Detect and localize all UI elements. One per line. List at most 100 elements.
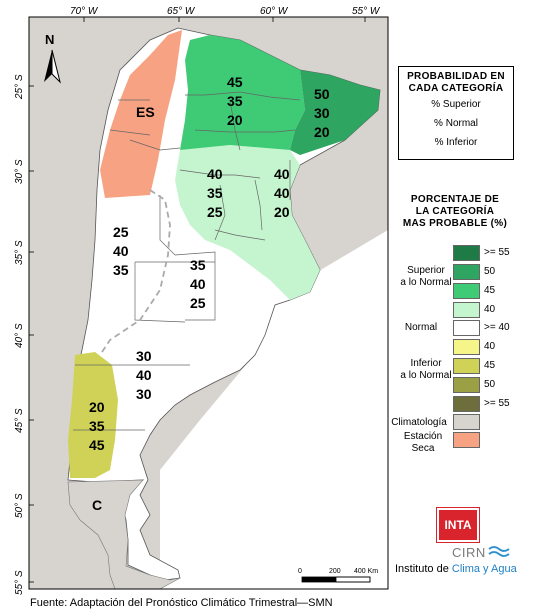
region-inferior-value: 20 <box>274 204 290 220</box>
region-superior-value: 45 <box>227 74 243 90</box>
legend-inferior-line2: a lo Normal <box>400 370 452 381</box>
province-boundaries <box>73 91 301 431</box>
map-frame <box>28 16 389 590</box>
wave-icon <box>488 546 510 557</box>
region-patagonia-oeste: 20 35 45 <box>89 399 105 453</box>
legend-swatch-label: >= 40 <box>484 322 510 333</box>
region-normal-value: 40 <box>274 185 290 201</box>
legend-swatch <box>453 283 480 299</box>
scale-label-0: 0 <box>298 568 302 575</box>
info-box-title-line1: PROBABILIDAD EN <box>407 71 505 82</box>
lat-tick-label: 55° S <box>14 570 25 595</box>
institute-highlight: Clima y Agua <box>451 563 517 575</box>
region-inferior-value: 35 <box>113 262 129 278</box>
info-row-superior: % Superior <box>431 99 481 110</box>
legend-swatch <box>453 264 480 280</box>
region-superior-value: 30 <box>136 348 152 364</box>
scale-bar <box>301 576 371 583</box>
legend-title-line2: LA CATEGORÍA <box>415 206 495 217</box>
lat-tick-label: 45° S <box>14 408 25 433</box>
region-inferior-value: 20 <box>314 124 330 140</box>
legend-swatch-label: >= 55 <box>484 398 510 409</box>
region-normal-value: 35 <box>89 418 105 434</box>
lon-tick-label: 60° W <box>260 6 289 17</box>
institute-name: Instituto de Clima y Agua <box>395 563 517 575</box>
legend-swatch-dry <box>453 432 480 448</box>
inta-logo: INTA <box>436 507 480 543</box>
region-normal-value: 40 <box>190 276 206 292</box>
lat-tick-label: 25° S <box>14 74 25 100</box>
region-dark-green <box>290 70 380 155</box>
legend-superior-label: Superior a lo Normal <box>396 265 456 289</box>
region-inferior-value: 25 <box>190 295 206 311</box>
dry-season-label: ES <box>136 104 155 120</box>
legend-dry-line1: Estación <box>403 431 443 442</box>
legend-title-line1: PORCENTAJE DE <box>410 194 500 205</box>
lat-tick-label: 40° S <box>14 323 25 348</box>
legend-swatch-label: >= 55 <box>484 247 510 258</box>
legend-swatch <box>453 339 480 355</box>
legend-climatology-label: Climatología <box>391 417 447 428</box>
region-normal-value: 40 <box>113 243 129 259</box>
region-inferior-value: 20 <box>227 112 243 128</box>
region-misiones: 50 30 20 <box>314 86 330 140</box>
lat-tick-label: 30° S <box>14 159 25 184</box>
region-superior-value: 25 <box>113 224 129 240</box>
region-dry-season <box>100 30 182 198</box>
legend-swatch-label: 50 <box>484 266 496 277</box>
legend-swatch <box>453 358 480 374</box>
region-superior-value: 50 <box>314 86 330 102</box>
legend-title-line3: MAS PROBABLE (%) <box>402 218 508 229</box>
region-superior-value: 40 <box>207 166 223 182</box>
lon-tick-label: 65° W <box>167 6 196 17</box>
region-inferior-olive <box>68 352 118 478</box>
source-caption: Fuente: Adaptación del Pronóstico Climát… <box>30 597 333 609</box>
region-patagonia-norte: 30 40 30 <box>136 348 152 402</box>
institute-prefix: Instituto de <box>395 563 452 575</box>
legend-swatch <box>453 245 480 261</box>
climatology-label: C <box>92 497 102 513</box>
north-arrow-icon <box>44 49 61 84</box>
region-nea-north: 45 35 20 <box>227 74 243 128</box>
info-row-inferior: % Inferior <box>434 137 478 148</box>
legend-superior-line1: Superior <box>407 265 445 276</box>
region-superior-value: 40 <box>274 166 290 182</box>
region-normal-value: 40 <box>136 367 152 383</box>
lon-tick-label: 55° W <box>352 6 381 17</box>
legend-dry-line2: Seca <box>411 443 435 454</box>
scale-label-400: 400 Km <box>354 568 378 575</box>
cirn-logo-text: CIRN <box>452 545 486 560</box>
legend-swatch-label: 40 <box>484 304 496 315</box>
legend-normal-label: Normal <box>404 322 438 333</box>
legend-swatch <box>453 302 480 318</box>
region-litoral: 40 40 20 <box>274 166 290 220</box>
legend-swatch <box>453 396 480 412</box>
region-normal-value: 35 <box>227 93 243 109</box>
scale-label-200: 200 <box>329 568 341 575</box>
region-light-green <box>175 145 320 300</box>
lat-tick-label: 50° S <box>14 493 25 518</box>
region-normal-value: 35 <box>207 185 223 201</box>
lon-tick-label: 70° W <box>70 6 99 17</box>
legend-swatch-climatology <box>453 414 480 430</box>
legend-inferior-line1: Inferior <box>410 358 442 369</box>
legend-dry-label: Estación Seca <box>396 431 450 455</box>
legend-swatch-label: 45 <box>484 360 496 371</box>
legend-swatch-label: 45 <box>484 285 496 296</box>
region-superior-value: 20 <box>89 399 105 415</box>
lat-tick-label: 35° S <box>14 240 25 265</box>
region-normal-value: 30 <box>314 105 330 121</box>
graticule-ticks <box>29 17 366 583</box>
north-label: N <box>45 32 54 47</box>
legend-superior-line2: a lo Normal <box>400 277 452 288</box>
dashed-boundary-line <box>99 189 171 356</box>
legend-swatch <box>453 377 480 393</box>
legend-swatch-label: 40 <box>484 341 496 352</box>
info-box-title-line2: CADA CATEGORÍA <box>408 83 504 94</box>
legend-swatch <box>453 320 480 336</box>
legend-inferior-label: Inferior a lo Normal <box>396 358 456 382</box>
region-climatology <box>67 479 181 590</box>
ocean <box>160 230 388 589</box>
category-info-box: PROBABILIDAD EN CADA CATEGORÍA % Superio… <box>398 66 514 160</box>
